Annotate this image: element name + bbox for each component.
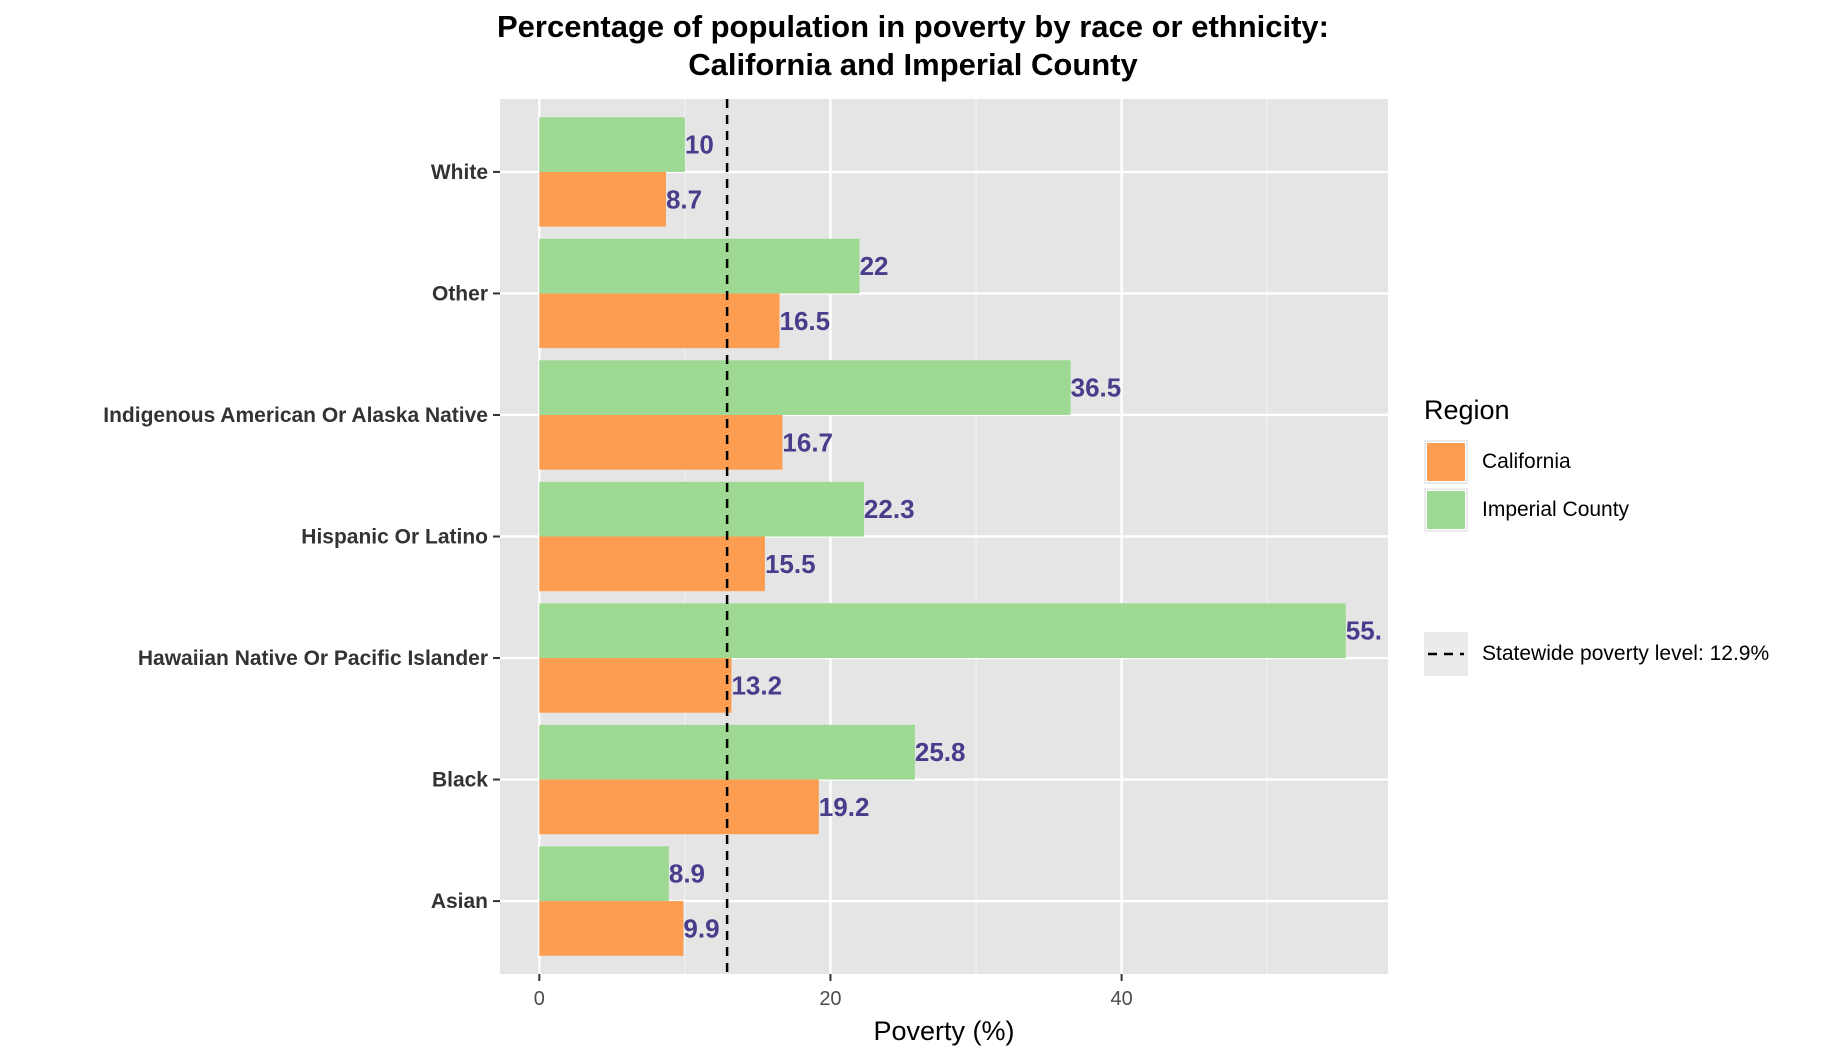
dashed-line-icon — [1428, 652, 1464, 656]
bar-california — [539, 536, 765, 592]
data-label-california: 15.5 — [765, 549, 816, 579]
data-label-california: 19.2 — [819, 792, 870, 822]
legend-label-statewide-poverty: Statewide poverty level: 12.9% — [1482, 642, 1770, 665]
y-category-label: Indigenous American Or Alaska Native — [103, 404, 488, 427]
x-axis-title: Poverty (%) — [873, 1016, 1014, 1046]
bar-imperial-county — [539, 846, 669, 902]
chart-title-line-2: California and Imperial County — [688, 47, 1138, 82]
bars — [539, 117, 1346, 956]
data-label-imperial-county: 36.5 — [1071, 373, 1122, 403]
bar-california — [539, 293, 780, 349]
legend-swatch-california — [1426, 442, 1466, 482]
legend-item-imperial-county: Imperial County — [1424, 486, 1824, 534]
data-label-california: 8.7 — [666, 184, 702, 214]
data-label-imperial-county: 22 — [860, 251, 889, 281]
data-label-california: 9.9 — [683, 913, 719, 943]
legend-label-imperial-county: Imperial County — [1482, 498, 1630, 521]
bar-imperial-county — [539, 117, 685, 172]
y-category-label: White — [431, 161, 488, 184]
x-axis: 0 20 40 — [534, 974, 1133, 1010]
y-axis: White Other Indigenous American Or Alaska … — [103, 161, 500, 913]
legend-item-statewide-poverty: Statewide poverty level: 12.9% — [1424, 632, 1769, 676]
legend-label-california: California — [1482, 450, 1571, 473]
data-label-california: 13.2 — [731, 670, 782, 700]
y-category-label: Hawaiian Native Or Pacific Islander — [138, 647, 488, 670]
bar-california — [539, 414, 783, 470]
y-category-label: Asian — [431, 890, 488, 913]
legend-title: Region — [1424, 395, 1510, 425]
chart-title-line-1: Percentage of population in poverty by r… — [497, 9, 1329, 44]
data-label-imperial-county: 10 — [685, 130, 714, 160]
y-category-label: Black — [432, 769, 488, 792]
legend-key — [1424, 632, 1468, 676]
legend: Region California Imperial County — [1424, 394, 1824, 534]
data-label-california: 16.5 — [780, 306, 831, 336]
bar-california — [539, 658, 732, 713]
legend-key — [1424, 440, 1468, 484]
y-category-label: Hispanic Or Latino — [301, 526, 488, 549]
data-label-imperial-county: 55. — [1346, 616, 1382, 646]
legend-item-california: California — [1424, 438, 1824, 486]
legend-key — [1424, 488, 1468, 532]
bar-california — [539, 779, 819, 835]
bar-imperial-county — [539, 238, 860, 294]
bar-california — [539, 901, 684, 956]
x-tick-label: 20 — [819, 988, 841, 1010]
bar-california — [539, 171, 666, 227]
x-tick-label: 0 — [534, 988, 545, 1010]
data-label-imperial-county: 8.9 — [669, 859, 705, 889]
data-label-imperial-county: 25.8 — [915, 737, 966, 767]
legend-swatch-imperial-county — [1426, 490, 1466, 530]
data-label-imperial-county: 22.3 — [864, 494, 915, 524]
bar-imperial-county — [539, 360, 1071, 415]
bar-imperial-county — [539, 481, 864, 537]
x-tick-label: 40 — [1110, 988, 1132, 1010]
y-category-label: Other — [432, 282, 488, 305]
data-labels: 10 22 36.5 22.3 55. 25.8 8.9 8.7 16.5 16.7 15.5 13.… — [666, 130, 1382, 944]
bar-imperial-county — [539, 724, 915, 780]
chart-title: Percentage of population in poverty by r… — [0, 8, 1826, 84]
data-label-california: 16.7 — [782, 427, 833, 457]
bar-imperial-county — [539, 603, 1346, 659]
